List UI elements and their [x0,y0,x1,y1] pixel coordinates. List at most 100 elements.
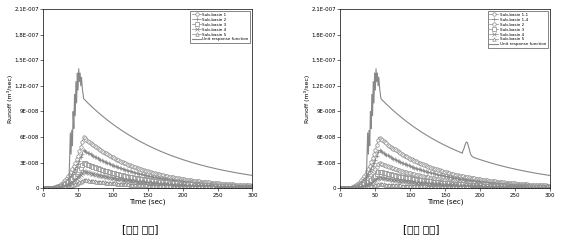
Y-axis label: Runoff (m³/sec): Runoff (m³/sec) [304,75,310,123]
Unit response function [40,187,47,190]
Sub-basin 1-1 [420,163,427,166]
Unit response function [81,99,88,101]
Unit response function [420,132,427,135]
Unit response function [438,142,445,145]
Sub-basin 3 [375,170,382,173]
Sub-basin 5 [375,183,382,185]
X-axis label: Time (sec): Time (sec) [427,199,464,206]
Line: Sub-basin 4: Sub-basin 4 [339,176,551,190]
Sub-basin 2 [140,173,147,176]
Sub-basin 1 [240,184,247,186]
Sub-basin 5 [140,184,147,187]
Sub-basin 2 [240,185,247,187]
Text: [건물 유역]: [건물 유역] [404,224,439,234]
Unit response function [373,67,379,70]
Sub-basin 2 [249,185,256,188]
Sub-basin 5 [123,183,130,186]
Text: [기존 유역]: [기존 유역] [123,224,158,234]
Sub-basin 3 [537,186,544,189]
Line: Unit response function: Unit response function [341,69,550,188]
Sub-basin 3 [140,178,147,181]
Sub-basin 1-4 [379,151,386,154]
Sub-basin 2 [40,187,47,190]
Unit response function [337,187,344,190]
Sub-basin 1-4 [337,187,344,190]
Sub-basin 5 [406,185,413,187]
Sub-basin 3 [420,179,427,182]
Sub-basin 1-1 [337,187,344,190]
Sub-basin 4 [546,186,553,189]
Unit response function [537,173,544,175]
Legend: Sub-basin 1, Sub-basin 2, Sub-basin 3, Sub-basin 4, Sub-basin 5, Unit response f: Sub-basin 1, Sub-basin 2, Sub-basin 3, S… [191,11,251,43]
Sub-basin 2 [464,181,471,184]
Sub-basin 4 [167,183,174,186]
Line: Sub-basin 5: Sub-basin 5 [339,182,551,190]
Sub-basin 4 [438,183,445,186]
Sub-basin 2 [546,186,553,189]
Sub-basin 4 [406,181,413,183]
Sub-basin 1 [40,187,47,190]
Sub-basin 3 [464,183,471,186]
Sub-basin 5 [80,178,87,181]
Unit response function [464,142,471,145]
Line: Sub-basin 3: Sub-basin 3 [42,161,254,190]
Sub-basin 4 [420,182,427,185]
Sub-basin 5 [167,185,174,188]
Sub-basin 2 [123,169,130,171]
X-axis label: Time (sec): Time (sec) [130,199,166,206]
Sub-basin 5 [81,179,88,181]
Sub-basin 3 [80,161,87,164]
Line: Sub-basin 4: Sub-basin 4 [42,170,254,190]
Sub-basin 5 [537,187,544,190]
Sub-basin 2 [379,163,386,166]
Sub-basin 4 [379,177,386,179]
Sub-basin 4 [537,186,544,189]
Sub-basin 5 [546,187,553,190]
Sub-basin 3 [109,171,116,174]
Sub-basin 2 [406,172,413,175]
Sub-basin 5 [337,187,344,190]
Y-axis label: Runoff (m³/sec): Runoff (m³/sec) [7,75,13,123]
Sub-basin 4 [249,186,256,189]
Sub-basin 1 [81,137,88,140]
Sub-basin 5 [379,183,386,186]
Sub-basin 1-1 [438,169,445,172]
Sub-basin 4 [375,176,382,179]
Sub-basin 5 [249,186,256,189]
Sub-basin 3 [167,181,174,184]
Sub-basin 3 [81,162,88,165]
Sub-basin 2 [81,149,88,152]
Sub-basin 2 [438,178,445,181]
Unit response function [546,174,553,177]
Sub-basin 4 [81,170,88,173]
Sub-basin 4 [40,187,47,190]
Sub-basin 1-1 [464,176,471,179]
Sub-basin 3 [379,171,386,174]
Sub-basin 2 [80,148,87,151]
Line: Sub-basin 1-1: Sub-basin 1-1 [339,135,551,190]
Sub-basin 4 [123,179,130,182]
Line: Sub-basin 2: Sub-basin 2 [42,148,254,190]
Sub-basin 4 [80,170,87,173]
Sub-basin 3 [406,177,413,180]
Unit response function [379,99,386,101]
Line: Sub-basin 1-4: Sub-basin 1-4 [339,148,551,190]
Sub-basin 3 [249,185,256,188]
Line: Sub-basin 1: Sub-basin 1 [42,135,254,190]
Unit response function [109,123,116,126]
Sub-basin 1-1 [537,184,544,187]
Sub-basin 4 [240,186,247,189]
Line: Sub-basin 3: Sub-basin 3 [339,170,551,190]
Unit response function [249,174,256,177]
Sub-basin 1 [123,162,130,165]
Sub-basin 1-1 [546,184,553,187]
Sub-basin 1 [80,136,87,139]
Legend: Sub-basin 1-1, Sub-basin 1-4, Sub-basin 2, Sub-basin 3, Sub-basin 4, Sub-basin 5: Sub-basin 1-1, Sub-basin 1-4, Sub-basin … [488,11,548,48]
Sub-basin 1 [109,156,116,159]
Sub-basin 2 [167,178,174,181]
Sub-basin 5 [40,187,47,190]
Sub-basin 1-1 [406,157,413,160]
Line: Unit response function: Unit response function [43,69,252,188]
Sub-basin 3 [546,186,553,189]
Unit response function [75,67,82,70]
